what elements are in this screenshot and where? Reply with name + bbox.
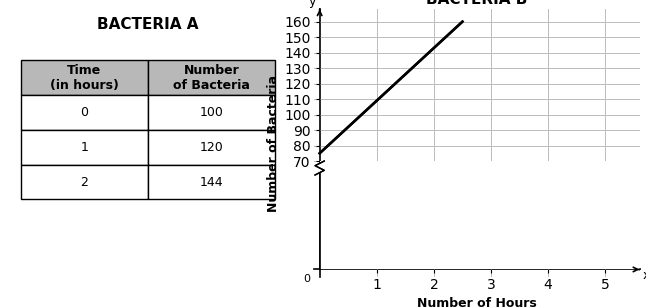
Text: y: y (309, 0, 317, 8)
FancyBboxPatch shape (148, 60, 275, 95)
FancyBboxPatch shape (21, 165, 148, 200)
Text: Time
(in hours): Time (in hours) (50, 63, 119, 91)
Text: 144: 144 (200, 176, 224, 188)
FancyBboxPatch shape (21, 60, 148, 95)
Text: 100: 100 (200, 106, 224, 119)
FancyBboxPatch shape (21, 95, 148, 130)
FancyBboxPatch shape (148, 165, 275, 200)
Text: 2: 2 (80, 176, 89, 188)
X-axis label: Number of Hours: Number of Hours (417, 297, 537, 308)
Title: BACTERIA B: BACTERIA B (426, 0, 527, 7)
FancyBboxPatch shape (148, 130, 275, 165)
FancyBboxPatch shape (148, 95, 275, 130)
Y-axis label: Number of Bacteria: Number of Bacteria (267, 75, 280, 212)
Text: Number
of Bacteria: Number of Bacteria (173, 63, 250, 91)
Text: x: x (642, 269, 646, 282)
Text: 1: 1 (80, 141, 89, 154)
Text: BACTERIA A: BACTERIA A (98, 17, 199, 32)
Text: 0: 0 (304, 274, 311, 284)
Bar (320, 161, 640, 270)
Text: 120: 120 (200, 141, 224, 154)
Text: 0: 0 (80, 106, 89, 119)
FancyBboxPatch shape (21, 130, 148, 165)
